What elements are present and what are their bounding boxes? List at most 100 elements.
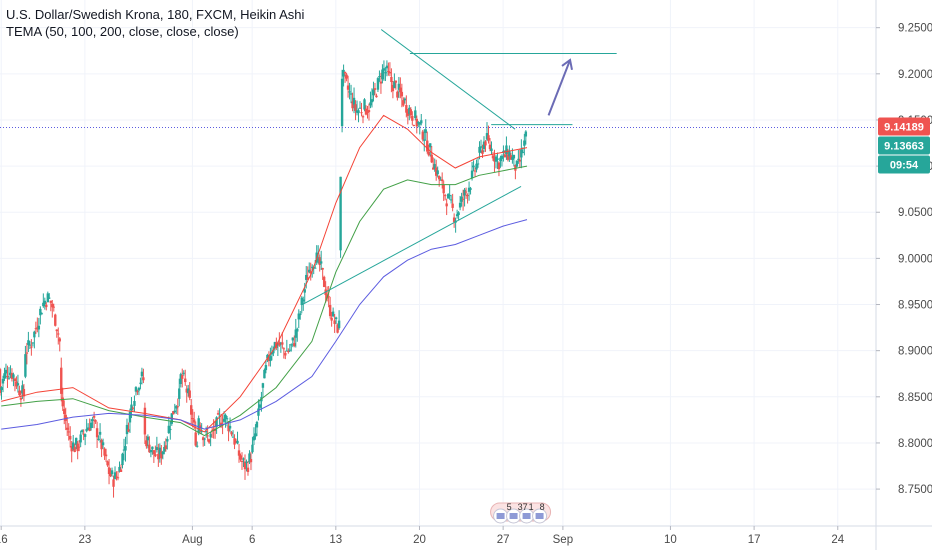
candle-body [137,387,141,391]
chart-legend[interactable]: U.S. Dollar/Swedish Krona, 180, FXCM, He… [6,6,304,40]
candle-body [4,369,8,374]
candle-body [83,434,87,437]
candle-body [182,372,185,374]
trend-line[interactable] [302,185,522,305]
candle-body [191,418,194,420]
candle-body [136,391,139,393]
candle-body [300,297,303,306]
time-axis[interactable]: 16 23 Aug 6 13 20 27 Sep 10 17 24 [0,525,932,546]
candle-body [225,418,229,420]
candle-body [311,266,314,268]
time-tick-label: Sep [553,534,573,546]
candle-body [314,267,317,269]
candle-body [251,444,254,453]
indicator-title[interactable]: TEMA (50, 100, 200, close, close, close) [6,24,239,39]
candle-body [207,439,211,443]
candle-body [236,440,239,444]
candle-body [417,122,420,124]
candle-body [342,69,345,77]
candle-body [278,342,281,346]
candle-body [0,387,3,391]
candle-body [348,91,351,93]
candle-body [500,155,504,159]
candle-body [390,76,393,83]
candle-body [146,436,150,441]
candle-body [273,342,277,349]
candle-body [30,346,33,348]
candle-body [45,304,48,308]
candle-body [473,170,477,172]
candle-body [512,154,516,159]
candle-body [158,447,162,454]
candle-body [361,116,365,118]
price-tick-label: 8.90000 [898,346,932,358]
candle-body [18,390,21,396]
candle-body [143,407,147,435]
candle-body [505,145,508,154]
time-tick-label: 16 [0,534,8,546]
candle-body [77,446,81,448]
candle-body [215,417,218,427]
candle-body [372,89,375,96]
candle-body [463,189,466,196]
event-count: 37 [518,502,528,512]
candle-body [124,446,127,451]
candle-body [10,373,14,379]
candle-body [16,383,20,386]
candle-body [176,406,179,408]
price-tick-label: 9.20000 [898,69,932,81]
candle-body [152,450,156,455]
trend-drawings[interactable] [302,29,617,305]
candle-body [452,217,456,223]
candle-body [460,196,463,202]
target-arrow-head[interactable] [561,58,573,70]
candle-body [43,300,47,305]
candle-body [3,373,6,379]
candle-body [121,453,124,466]
candle-body [294,329,297,338]
candle-body [39,308,42,316]
candle-body [140,371,144,377]
candle-body [369,102,372,106]
candle-body [257,408,260,416]
candle-body [437,175,441,180]
candle-body [240,461,244,463]
candle-body [455,214,459,217]
candle-body [167,425,171,433]
candle-body [142,377,145,381]
candle-body [491,155,495,159]
candle-body [408,107,411,114]
candle-body [370,99,374,103]
candle-body [228,425,232,429]
candle-body [523,140,526,146]
candle-body [423,139,426,141]
trend-line[interactable] [380,29,516,130]
economic-events[interactable]: 5 37 1 8 [490,502,552,524]
candle-body [309,271,312,274]
candle-body [446,194,450,199]
candle-body [54,314,57,326]
candle-body [254,433,257,437]
candle-body [333,320,336,324]
candle-body [193,419,196,423]
candle-body [435,167,438,176]
candle-body [197,418,200,434]
price-badge-text: 9.14189 [884,121,924,133]
candle-body [440,179,444,182]
candle-body [432,167,435,170]
candle-body [67,431,70,433]
candle-body [358,107,362,109]
symbol-title[interactable]: U.S. Dollar/Swedish Krona, 180, FXCM, He… [6,7,305,22]
candle-body [287,351,290,353]
candle-body [461,198,465,200]
candle-body [429,143,432,148]
price-axis[interactable]: 9.250009.200009.150009.100009.050009.000… [875,0,932,550]
candle-body [269,356,272,362]
price-badges: 9.14189 9.13663 09:54 [878,117,930,174]
candle-body [134,387,138,392]
candle-body [475,163,478,170]
candle-body [71,442,75,449]
target-arrow[interactable] [547,59,571,116]
candle-body [200,430,203,432]
